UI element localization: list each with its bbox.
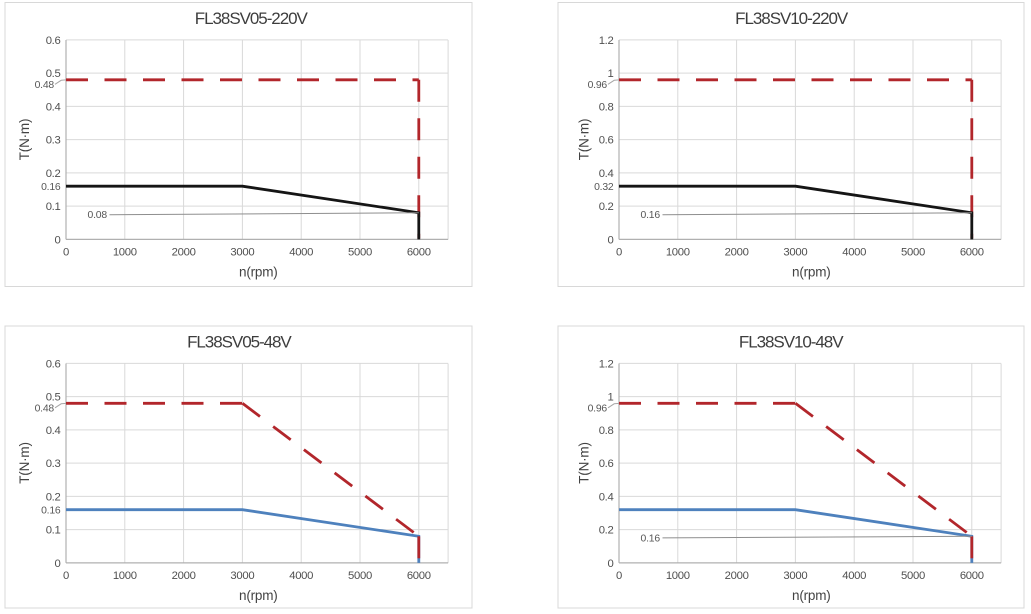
svg-text:FL38SV05-48V: FL38SV05-48V bbox=[187, 332, 292, 351]
svg-text:0.4: 0.4 bbox=[46, 101, 61, 113]
svg-text:2000: 2000 bbox=[172, 570, 196, 582]
svg-text:2000: 2000 bbox=[725, 570, 749, 582]
svg-text:n(rpm): n(rpm) bbox=[239, 588, 278, 603]
svg-text:5000: 5000 bbox=[901, 570, 925, 582]
svg-text:0.16: 0.16 bbox=[641, 210, 661, 221]
svg-text:4000: 4000 bbox=[289, 247, 313, 259]
svg-text:0.08: 0.08 bbox=[88, 210, 108, 221]
svg-text:T(N·m): T(N·m) bbox=[17, 119, 32, 161]
svg-text:1000: 1000 bbox=[113, 247, 137, 259]
svg-text:5000: 5000 bbox=[348, 570, 372, 582]
svg-text:0: 0 bbox=[616, 247, 622, 259]
svg-text:2000: 2000 bbox=[172, 247, 196, 259]
svg-text:5000: 5000 bbox=[348, 247, 372, 259]
svg-text:2000: 2000 bbox=[725, 247, 749, 259]
svg-text:0.6: 0.6 bbox=[599, 458, 614, 470]
svg-text:0.3: 0.3 bbox=[46, 135, 61, 147]
svg-text:n(rpm): n(rpm) bbox=[239, 265, 278, 280]
svg-text:0.4: 0.4 bbox=[599, 168, 614, 180]
svg-text:0.2: 0.2 bbox=[46, 491, 61, 503]
svg-text:0.5: 0.5 bbox=[46, 68, 61, 80]
svg-text:FL38SV05-220V: FL38SV05-220V bbox=[195, 9, 309, 28]
svg-text:0.6: 0.6 bbox=[46, 358, 61, 370]
svg-text:T(N·m): T(N·m) bbox=[17, 442, 32, 484]
svg-text:1: 1 bbox=[608, 392, 614, 404]
svg-text:0.16: 0.16 bbox=[41, 182, 61, 193]
svg-text:0.6: 0.6 bbox=[599, 135, 614, 147]
svg-text:0.8: 0.8 bbox=[599, 425, 614, 437]
svg-text:0.8: 0.8 bbox=[599, 101, 614, 113]
svg-text:0.32: 0.32 bbox=[594, 182, 614, 193]
svg-text:6000: 6000 bbox=[960, 247, 984, 259]
svg-text:6000: 6000 bbox=[960, 570, 984, 582]
svg-text:4000: 4000 bbox=[289, 570, 313, 582]
svg-text:0.5: 0.5 bbox=[46, 392, 61, 404]
svg-text:0.3: 0.3 bbox=[46, 458, 61, 470]
svg-text:6000: 6000 bbox=[407, 570, 431, 582]
svg-text:1000: 1000 bbox=[666, 247, 690, 259]
svg-text:0: 0 bbox=[616, 570, 622, 582]
svg-text:0: 0 bbox=[608, 558, 614, 570]
svg-text:0.16: 0.16 bbox=[41, 506, 61, 517]
svg-text:FL38SV10-220V: FL38SV10-220V bbox=[735, 9, 849, 28]
svg-text:0.2: 0.2 bbox=[599, 201, 614, 213]
svg-text:1000: 1000 bbox=[666, 570, 690, 582]
svg-text:0.1: 0.1 bbox=[46, 525, 61, 537]
svg-text:3000: 3000 bbox=[230, 247, 254, 259]
svg-text:6000: 6000 bbox=[407, 247, 431, 259]
svg-text:0.1: 0.1 bbox=[46, 201, 61, 213]
svg-text:0: 0 bbox=[55, 558, 61, 570]
svg-text:0.96: 0.96 bbox=[588, 404, 608, 415]
svg-text:0: 0 bbox=[608, 234, 614, 246]
svg-text:1.2: 1.2 bbox=[599, 35, 614, 47]
svg-text:0.4: 0.4 bbox=[599, 491, 614, 503]
svg-text:0.48: 0.48 bbox=[35, 80, 55, 91]
svg-text:0.96: 0.96 bbox=[588, 80, 608, 91]
svg-text:T(N·m): T(N·m) bbox=[577, 119, 592, 161]
svg-text:0: 0 bbox=[55, 234, 61, 246]
svg-text:1: 1 bbox=[608, 68, 614, 80]
svg-text:3000: 3000 bbox=[783, 247, 807, 259]
svg-text:0: 0 bbox=[63, 247, 69, 259]
svg-text:1.2: 1.2 bbox=[599, 358, 614, 370]
svg-text:0.4: 0.4 bbox=[46, 425, 61, 437]
svg-text:0.2: 0.2 bbox=[599, 525, 614, 537]
svg-text:4000: 4000 bbox=[842, 570, 866, 582]
svg-text:0.6: 0.6 bbox=[46, 35, 61, 47]
svg-text:T(N·m): T(N·m) bbox=[577, 442, 592, 484]
svg-text:4000: 4000 bbox=[842, 247, 866, 259]
svg-text:5000: 5000 bbox=[901, 247, 925, 259]
svg-text:n(rpm): n(rpm) bbox=[792, 265, 831, 280]
svg-text:0.48: 0.48 bbox=[35, 404, 55, 415]
svg-text:FL38SV10-48V: FL38SV10-48V bbox=[739, 332, 844, 351]
svg-text:n(rpm): n(rpm) bbox=[792, 588, 831, 603]
svg-text:0.16: 0.16 bbox=[641, 533, 661, 544]
svg-text:1000: 1000 bbox=[113, 570, 137, 582]
svg-text:3000: 3000 bbox=[783, 570, 807, 582]
svg-text:3000: 3000 bbox=[230, 570, 254, 582]
svg-text:0: 0 bbox=[63, 570, 69, 582]
svg-text:0.2: 0.2 bbox=[46, 168, 61, 180]
